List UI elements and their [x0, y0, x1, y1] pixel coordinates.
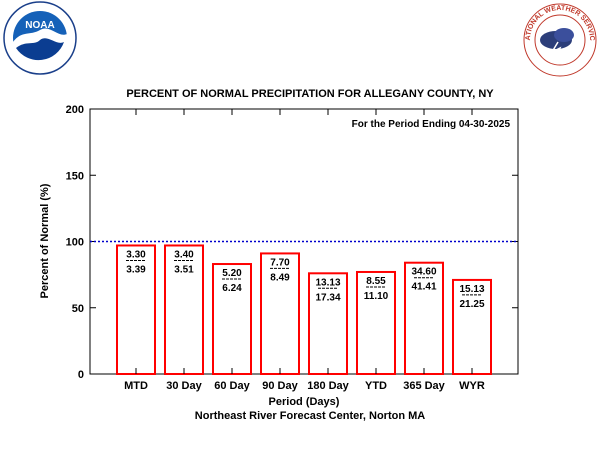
x-tick-label: 365 Day: [403, 380, 445, 392]
bar: [212, 263, 252, 375]
y-axis-label: Percent of Normal (%): [39, 183, 51, 298]
observed-label: 15.13: [459, 284, 484, 295]
svg-text:NATIONAL WEATHER SERVICE: NATIONAL WEATHER SERVICE: [0, 0, 595, 41]
normal-label: 17.34: [315, 292, 340, 303]
y-tick-label: 100: [66, 237, 84, 249]
normal-label: 21.25: [459, 299, 484, 310]
observed-label: 34.60: [411, 267, 436, 278]
y-tick-label: 0: [78, 369, 84, 381]
x-tick-label: 30 Day: [166, 380, 202, 392]
normal-label: 41.41: [411, 282, 436, 293]
chart-title: PERCENT OF NORMAL PRECIPITATION FOR ALLE…: [126, 88, 494, 100]
normal-label: 11.10: [364, 291, 389, 302]
y-tick-label: 200: [66, 104, 84, 116]
y-tick-label: 50: [72, 303, 84, 315]
observed-label: 5.20: [222, 268, 242, 279]
y-tick-label: 150: [66, 170, 84, 182]
observed-label: 7.70: [270, 257, 290, 268]
x-tick-label: 90 Day: [262, 380, 298, 392]
x-tick-label: 180 Day: [307, 380, 349, 392]
x-tick-label: YTD: [365, 380, 387, 392]
labels-layer: 3.30 3.39 3.40 3.51 5.20 6.24 7.70 8.49 13.13 17.…: [126, 249, 485, 310]
chart-subtitle: For the Period Ending 04-30-2025: [352, 119, 511, 130]
normal-label: 3.39: [126, 264, 146, 275]
bar: [404, 261, 444, 376]
normal-label: 6.24: [222, 283, 242, 294]
x-tick-label: WYR: [459, 380, 485, 392]
observed-label: 3.40: [174, 249, 194, 260]
normal-label: 3.51: [174, 264, 194, 275]
x-axis: MTD 30 Day 60 Day 90 Day 180 Day YTD 365 Day WY…: [124, 109, 485, 392]
noaa-logo: NOAA: [3, 1, 77, 75]
observed-label: 8.55: [366, 276, 386, 287]
svg-text:NOAA: NOAA: [25, 20, 54, 31]
observed-label: 13.13: [315, 277, 340, 288]
chart-footer: Northeast River Forecast Center, Norton …: [195, 410, 425, 422]
observed-label: 3.30: [126, 249, 146, 260]
bars-layer: [116, 244, 492, 376]
x-tick-label: MTD: [124, 380, 148, 392]
x-axis-label: Period (Days): [269, 396, 340, 408]
normal-label: 8.49: [270, 272, 290, 283]
y-axis: 0 50 100 150 200: [66, 104, 518, 381]
x-tick-label: 60 Day: [214, 380, 250, 392]
nws-logo: NATIONAL WEATHER SERVICE: [0, 0, 597, 77]
